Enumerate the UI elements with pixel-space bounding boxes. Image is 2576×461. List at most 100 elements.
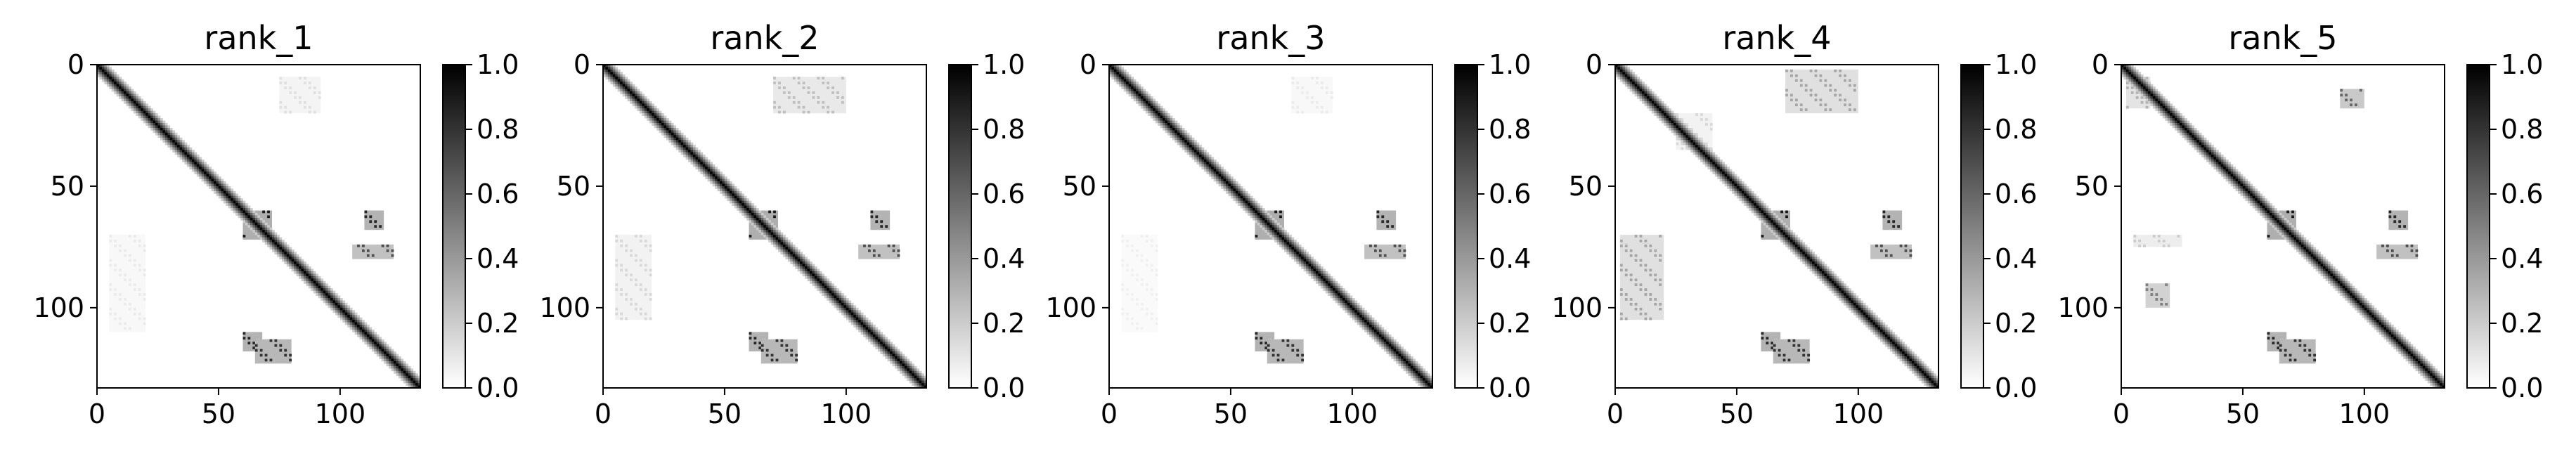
diagonal-cell bbox=[191, 162, 195, 165]
diagonal-cell bbox=[829, 280, 832, 284]
diagonal-cell bbox=[642, 103, 645, 107]
diagonal-cell bbox=[1378, 342, 1382, 345]
diagonal-cell bbox=[296, 257, 299, 260]
diagonal-cell bbox=[1233, 193, 1236, 197]
heatmap-cell bbox=[1291, 100, 1295, 104]
diagonal-cell bbox=[211, 174, 214, 177]
diagonal-cell bbox=[342, 307, 346, 311]
diagonal-cell bbox=[1340, 298, 1343, 301]
heatmap-cell bbox=[1809, 89, 1813, 92]
heatmap-cell bbox=[252, 342, 256, 345]
diagonal-cell bbox=[1338, 295, 1340, 299]
heatmap-cell bbox=[308, 110, 311, 114]
diagonal-cell bbox=[1654, 93, 1657, 97]
heatmap-cell bbox=[269, 358, 273, 362]
diagonal-cell bbox=[739, 200, 742, 204]
diagonal-cell bbox=[1325, 271, 1328, 274]
diagonal-cell bbox=[1359, 312, 1363, 316]
diagonal-cell bbox=[245, 212, 248, 216]
diagonal-cell bbox=[321, 278, 324, 282]
heatmap-cell bbox=[1844, 74, 1846, 77]
diagonal-cell bbox=[654, 113, 657, 117]
heatmap-cell bbox=[1644, 240, 1648, 242]
diagonal-cell bbox=[887, 339, 891, 342]
diagonal-cell bbox=[1271, 222, 1275, 226]
diagonal-cell bbox=[839, 293, 842, 296]
diagonal-cell bbox=[858, 322, 862, 325]
diagonal-cell bbox=[1123, 77, 1127, 80]
diagonal-cell bbox=[834, 302, 837, 306]
diagonal-cell bbox=[1203, 167, 1207, 170]
diagonal-cell bbox=[153, 130, 156, 134]
diagonal-cell bbox=[321, 290, 324, 294]
diagonal-cell bbox=[160, 135, 163, 138]
diagonal-cell bbox=[675, 130, 679, 134]
diagonal-cell bbox=[162, 120, 166, 124]
diagonal-cell bbox=[675, 145, 679, 148]
diagonal-cell bbox=[1243, 195, 1246, 199]
diagonal-cell bbox=[1639, 84, 1643, 87]
diagonal-cell bbox=[179, 152, 183, 155]
diagonal-cell bbox=[1792, 237, 1796, 240]
diagonal-cell bbox=[897, 349, 900, 352]
heatmap-cell bbox=[785, 344, 789, 347]
diagonal-cell bbox=[843, 312, 847, 316]
heatmap-cell bbox=[1797, 344, 1801, 347]
diagonal-cell bbox=[1160, 113, 1163, 117]
diagonal-cell bbox=[603, 74, 606, 77]
diagonal-cell bbox=[1221, 176, 1224, 179]
diagonal-cell bbox=[1308, 261, 1312, 265]
diagonal-cell bbox=[124, 84, 127, 87]
diagonal-cell bbox=[233, 205, 236, 209]
diagonal-cell bbox=[607, 65, 611, 67]
diagonal-cell bbox=[1410, 365, 1413, 369]
heatmap-cell bbox=[1136, 298, 1139, 301]
diagonal-cell bbox=[1386, 349, 1390, 352]
diagonal-cell bbox=[705, 164, 708, 167]
diagonal-cell bbox=[1674, 127, 1676, 131]
heatmap-cell bbox=[639, 235, 642, 238]
diagonal-cell bbox=[666, 132, 669, 136]
diagonal-cell bbox=[254, 212, 258, 216]
heatmap-cell bbox=[1654, 254, 1657, 257]
diagonal-cell bbox=[770, 225, 774, 228]
colorbar-frame bbox=[948, 64, 972, 389]
diagonal-cell bbox=[389, 361, 391, 364]
diagonal-cell bbox=[209, 181, 212, 184]
diagonal-cell bbox=[805, 264, 808, 267]
diagonal-cell bbox=[700, 171, 704, 175]
diagonal-cell bbox=[1330, 275, 1333, 279]
diagonal-cell bbox=[1191, 152, 1195, 155]
diagonal-cell bbox=[408, 380, 411, 384]
diagonal-cell bbox=[797, 268, 801, 272]
diagonal-cell bbox=[116, 93, 119, 97]
diagonal-cell bbox=[1338, 302, 1340, 306]
diagonal-cell bbox=[267, 227, 270, 230]
diagonal-cell bbox=[746, 203, 749, 207]
diagonal-cell bbox=[831, 295, 834, 299]
diagonal-cell bbox=[1418, 368, 1421, 372]
diagonal-cell bbox=[647, 108, 650, 112]
diagonal-cell bbox=[369, 329, 373, 332]
diagonal-cell bbox=[1622, 69, 1626, 72]
diagonal-cell bbox=[269, 244, 273, 247]
diagonal-cell bbox=[408, 365, 411, 369]
diagonal-cell bbox=[1790, 232, 1793, 235]
diagonal-cell bbox=[250, 222, 253, 226]
heatmap-cell bbox=[625, 293, 628, 296]
diagonal-cell bbox=[1386, 337, 1390, 340]
diagonal-cell bbox=[308, 275, 311, 279]
diagonal-cell bbox=[817, 275, 820, 279]
diagonal-cell bbox=[1196, 152, 1200, 155]
axes-frame bbox=[96, 64, 421, 389]
diagonal-cell bbox=[1413, 358, 1416, 362]
diagonal-cell bbox=[1700, 159, 1703, 162]
diagonal-cell bbox=[841, 300, 844, 304]
diagonal-cell bbox=[1756, 200, 1759, 204]
diagonal-cell bbox=[259, 222, 263, 226]
diagonal-cell bbox=[366, 325, 370, 327]
diagonal-cell bbox=[1695, 142, 1698, 145]
diagonal-cell bbox=[128, 89, 131, 92]
colorbar-tick-label: 0.2 bbox=[477, 308, 519, 339]
diagonal-cell bbox=[907, 361, 910, 364]
